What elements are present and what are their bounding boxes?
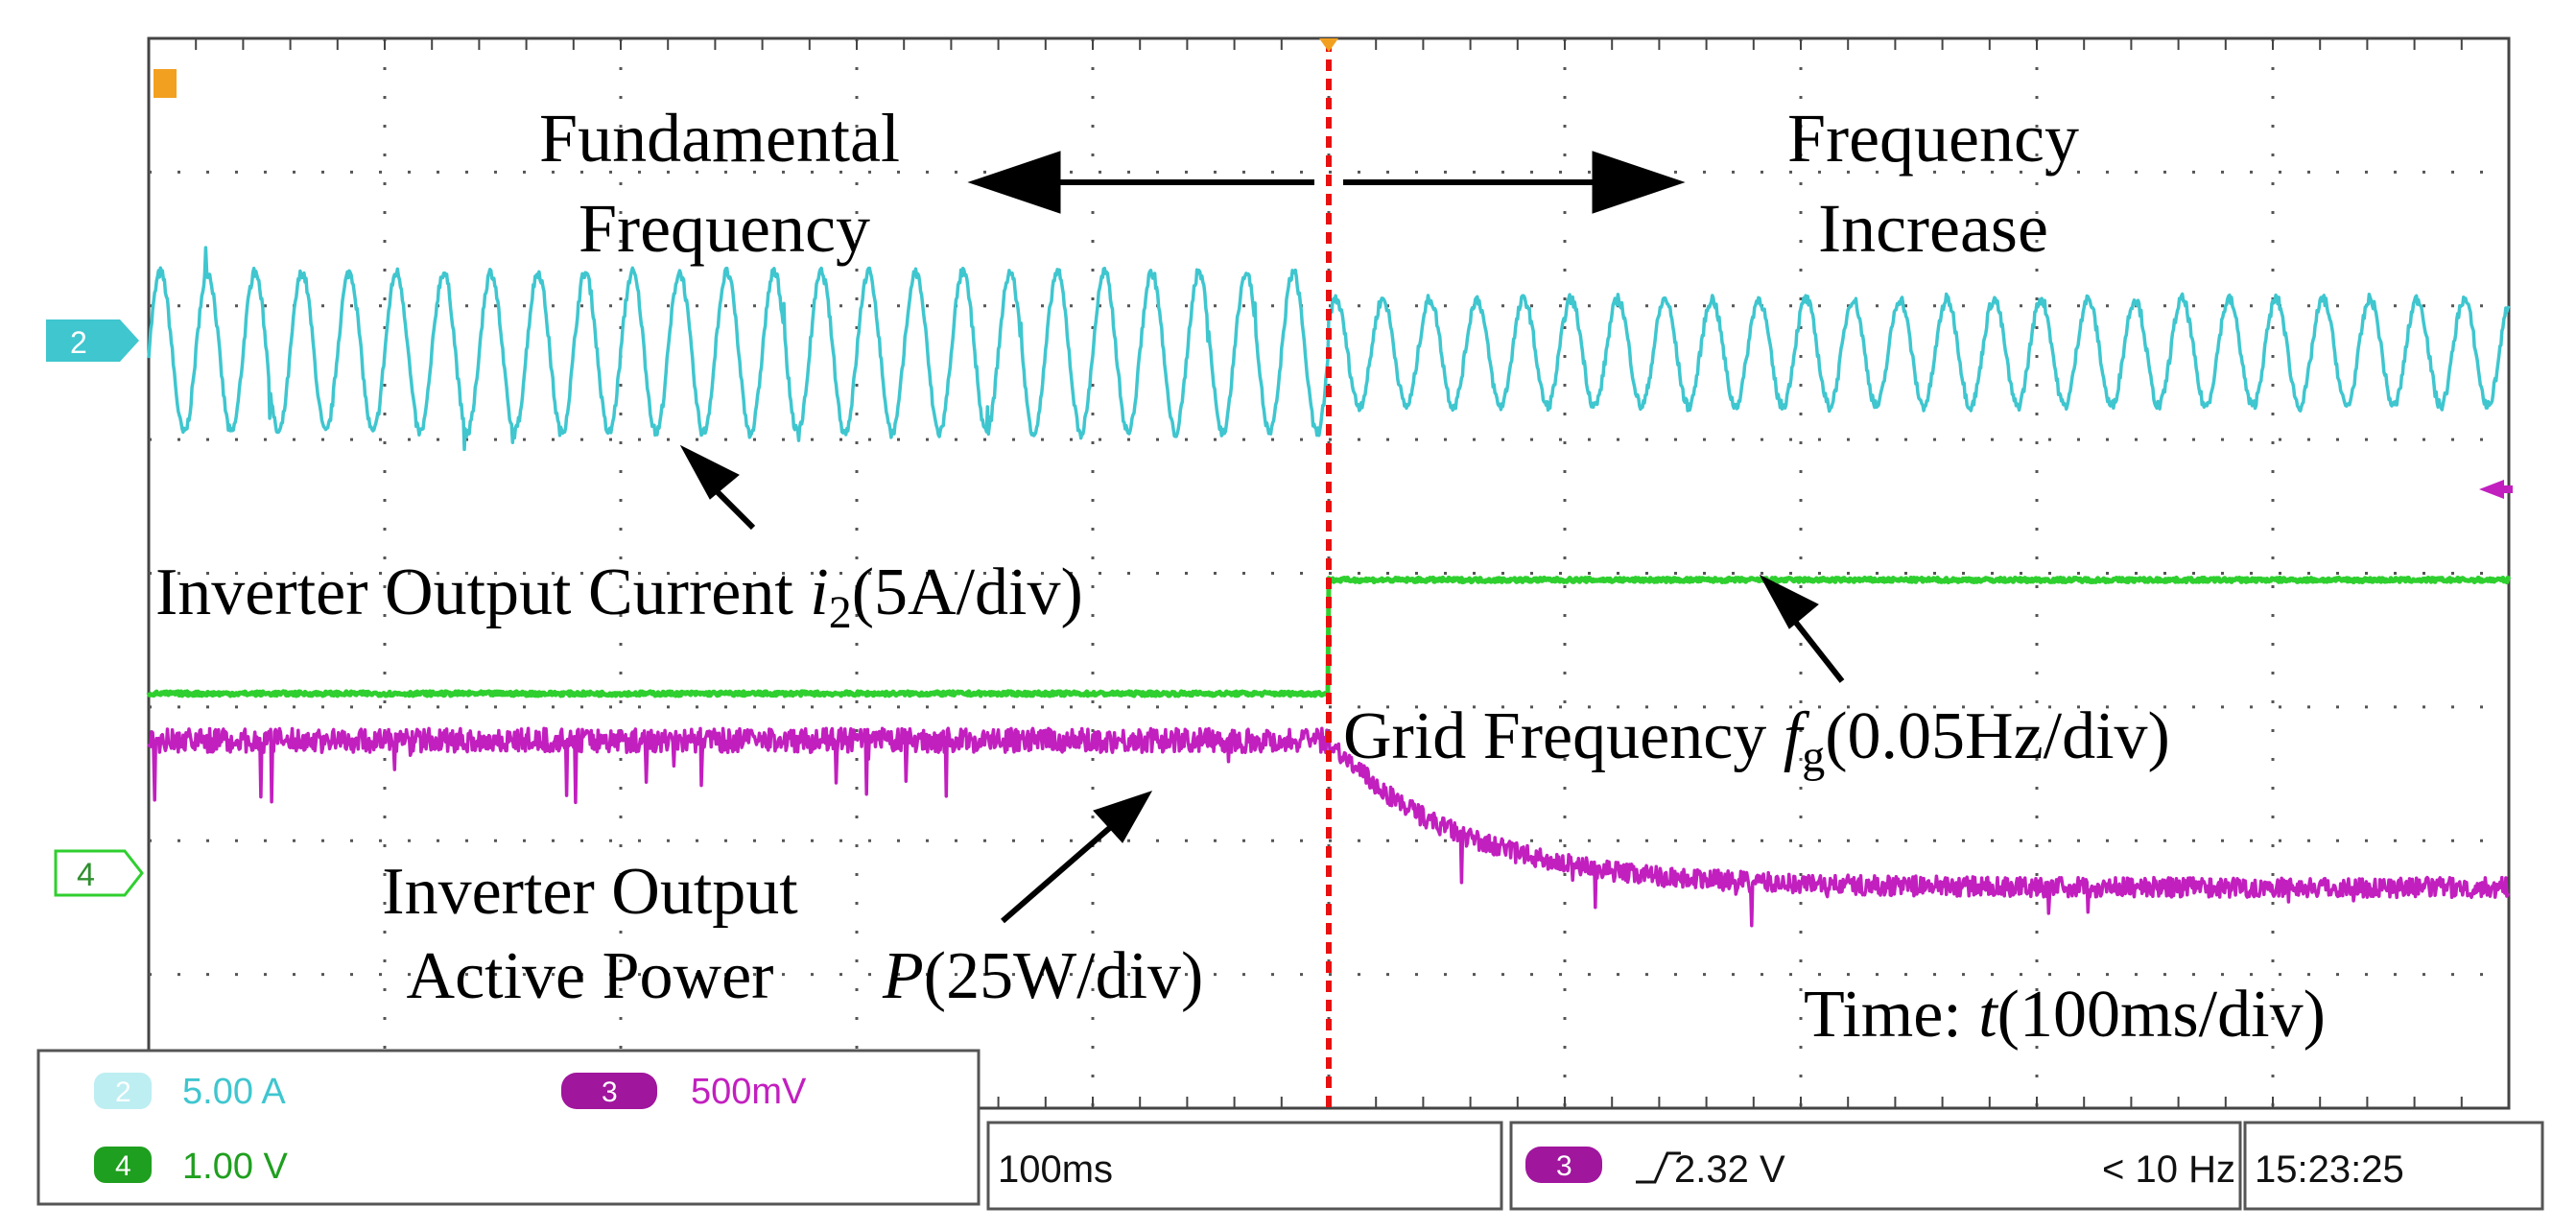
- fundamental-label-line2: Frequency: [579, 190, 870, 267]
- ch2-badge: 2: [115, 1076, 131, 1108]
- clock-panel: [2243, 1121, 2544, 1211]
- annotation-arrows: [679, 151, 1845, 924]
- ch3-scale: 500mV: [691, 1072, 807, 1112]
- time-scale-label: Time: t(100ms/div): [1804, 978, 2326, 1052]
- trigger-icon: [154, 69, 177, 98]
- power-scale-label: P(25W/div): [882, 939, 1203, 1013]
- trigger-level: 2.32 V: [1674, 1148, 1785, 1191]
- ch4-badge: 4: [115, 1150, 131, 1182]
- increase-label-line2: Increase: [1818, 190, 2048, 267]
- status-bar: 2 5.00 A 3 500mV 4 1.00 V 100ms 3 2.32 V…: [36, 1049, 2544, 1211]
- clock-time: 15:23:25: [2255, 1148, 2404, 1191]
- ch2-marker-label: 2: [70, 325, 87, 360]
- channel-scale-panel: [36, 1049, 981, 1206]
- ch4-scale: 1.00 V: [182, 1147, 289, 1187]
- timebase-value: 100ms: [998, 1148, 1113, 1191]
- trigger-position-marker: [1319, 38, 1338, 52]
- ch4-offset-marker: [2479, 480, 2513, 499]
- ch4-marker: 4: [54, 849, 144, 897]
- ch4-marker-label: 4: [77, 857, 95, 893]
- current-label: Inverter Output Current i2(5A/div): [155, 556, 1083, 638]
- rising-edge-icon: [1636, 1151, 1681, 1184]
- trigger-channel-badge: 3: [1556, 1150, 1572, 1182]
- ch2-scale: 5.00 A: [182, 1072, 286, 1112]
- grid-frequency-label: Grid Frequency fg(0.05Hz/div): [1343, 699, 2170, 782]
- timebase-panel: [986, 1121, 1503, 1211]
- trigger-frequency: < 10 Hz: [2102, 1148, 2235, 1191]
- fundamental-label-line1: Fundamental: [539, 100, 900, 177]
- increase-label-line1: Frequency: [1787, 100, 2079, 177]
- power-label-line1: Inverter Output: [382, 855, 798, 929]
- ch2-marker: 2: [46, 319, 139, 362]
- power-label-line2: Active Power: [407, 939, 774, 1013]
- trigger-panel: [1509, 1121, 2242, 1211]
- ch3-badge: 3: [602, 1076, 618, 1108]
